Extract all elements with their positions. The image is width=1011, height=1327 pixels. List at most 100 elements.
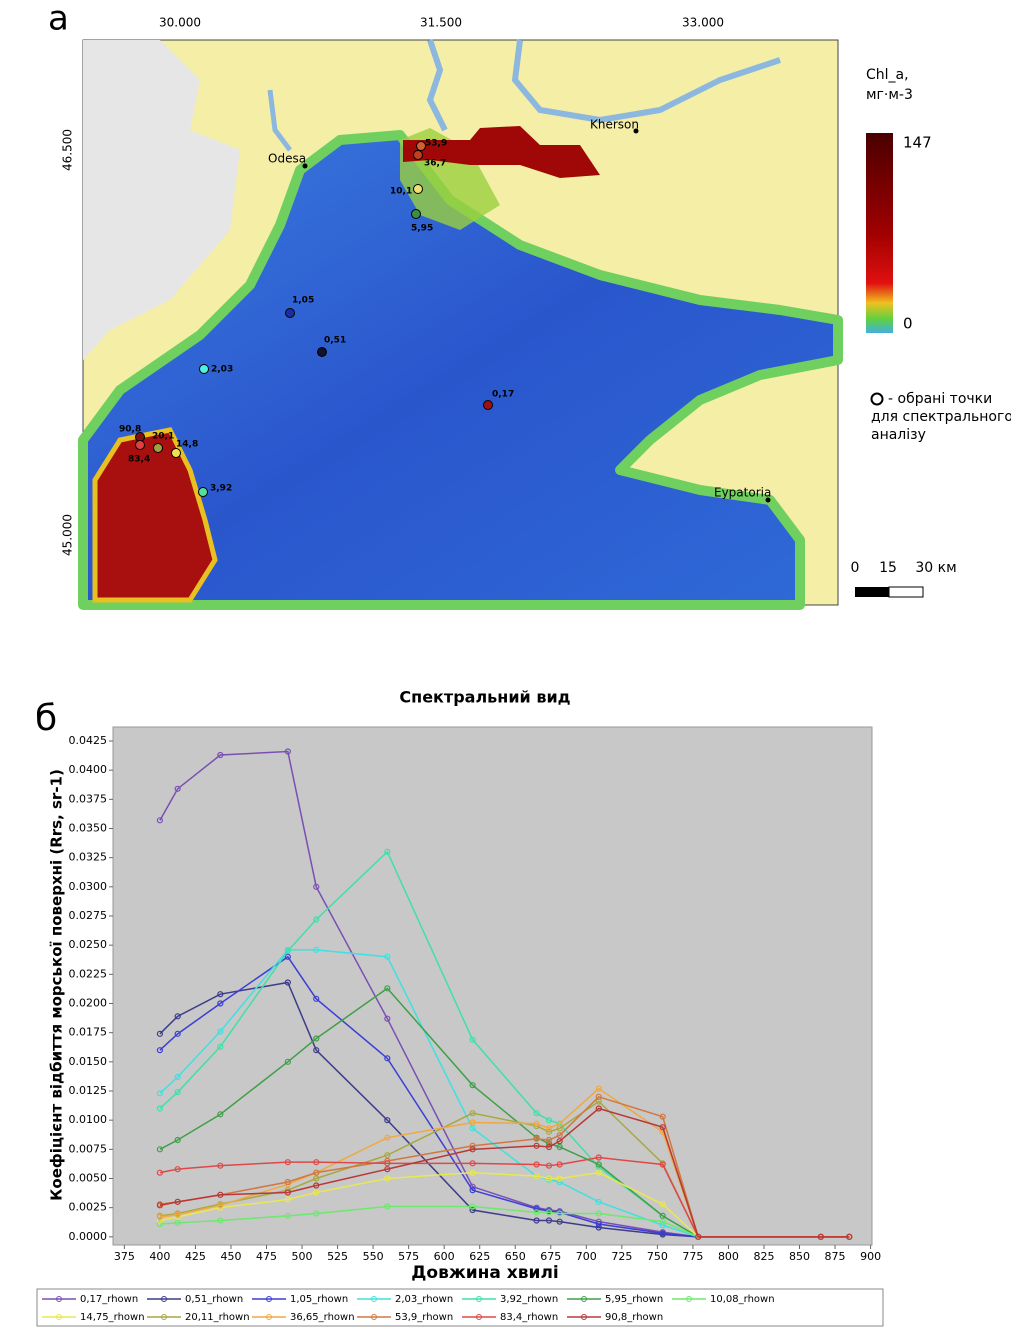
legend-label: 20,11_rhown	[185, 1312, 250, 1323]
data-point	[313, 1035, 320, 1042]
legend	[36, 1288, 884, 1327]
data-point	[156, 1030, 164, 1037]
data-point	[595, 1093, 602, 1100]
x-tick-label: 575	[398, 1250, 419, 1263]
x-tick-label: 800	[718, 1250, 739, 1263]
data-point	[284, 1058, 291, 1065]
data-point	[659, 1161, 666, 1168]
x-tick-label: 450	[220, 1250, 241, 1263]
data-point	[659, 1113, 666, 1120]
data-point	[533, 1217, 540, 1224]
legend-marker	[161, 1296, 167, 1302]
chart-title: Спектральний вид	[399, 688, 570, 707]
y-axis-label: Коефіцієнт відбиття морської поверхні (R…	[48, 769, 66, 1201]
data-point	[284, 1212, 291, 1219]
data-point	[313, 916, 320, 923]
y-tick-label: 0.0175	[69, 1026, 108, 1039]
high-chl-east	[403, 126, 600, 178]
lat-tick: 45.000	[61, 514, 75, 556]
river	[426, 39, 448, 132]
data-point	[545, 1175, 553, 1182]
x-tick-label: 825	[753, 1250, 774, 1263]
y-tick-label: 0.0100	[69, 1113, 108, 1126]
y-tick-label: 0.0125	[69, 1084, 108, 1097]
data-point	[217, 1000, 224, 1007]
legend-marker	[476, 1296, 482, 1302]
data-point	[469, 1169, 476, 1176]
plot: 0.0000 0.0025 0.0050 0.0075 0.0100 0.0125 0.01…	[42, 734, 881, 1323]
data-point	[545, 1117, 553, 1124]
data-point	[174, 785, 181, 792]
place-label: Odesa	[268, 152, 306, 166]
scale-label: 15	[879, 560, 897, 576]
y-tick-label: 0.0375	[69, 792, 108, 805]
data-point	[556, 1210, 563, 1217]
x-tick-label: 650	[505, 1250, 526, 1263]
data-point	[659, 1201, 666, 1208]
legend-label: 10,08_rhown	[710, 1294, 775, 1305]
river	[511, 39, 781, 124]
data-point	[174, 1073, 181, 1081]
sample-point	[198, 487, 208, 497]
sample-point	[171, 448, 181, 458]
legend-label: 3,92_rhown	[500, 1294, 558, 1305]
scale-label: 30 км	[915, 560, 956, 576]
data-point	[384, 848, 391, 855]
y-tick-label: 0.0400	[69, 763, 108, 776]
points-note: аналізу	[871, 427, 926, 443]
x-tick-label: 900	[860, 1250, 881, 1263]
data-point	[533, 1135, 540, 1142]
sample-point	[413, 184, 423, 194]
y-tick-label: 0.0200	[69, 997, 108, 1010]
x-tick-label: 875	[825, 1250, 846, 1263]
data-point	[595, 1085, 602, 1092]
data-point	[533, 1142, 540, 1149]
data-point	[556, 1178, 563, 1186]
data-point	[284, 1159, 291, 1166]
data-point	[469, 1119, 476, 1126]
data-point	[595, 1210, 602, 1217]
data-point	[174, 1219, 181, 1226]
data-point	[817, 1233, 824, 1240]
sample-point	[199, 364, 209, 374]
data-point	[533, 1110, 540, 1117]
legend-marker	[581, 1314, 587, 1320]
legend-unit: мг·м-3	[866, 87, 913, 103]
data-point	[156, 1202, 164, 1209]
data-point	[313, 946, 320, 953]
data-point	[156, 1220, 164, 1228]
x-tick-label: 625	[469, 1250, 490, 1263]
point-label: 90,8	[119, 425, 141, 435]
data-point	[217, 751, 224, 759]
data-point	[174, 1089, 181, 1096]
data-point	[156, 817, 164, 824]
data-point	[156, 1047, 164, 1054]
data-point	[469, 1082, 476, 1089]
data-point	[217, 1043, 224, 1050]
data-point	[156, 1213, 164, 1221]
sample-point	[153, 443, 163, 453]
data-point	[313, 995, 320, 1002]
map-points: 1,05 0,51 2,03 0,17 10,1 5,95 36,7 53,9 90,8 20,1…	[119, 139, 514, 497]
legend-marker	[686, 1296, 692, 1302]
legend-label: 83,4_rhown	[500, 1312, 558, 1323]
x-tick-label: 525	[327, 1250, 348, 1263]
data-point	[545, 1128, 553, 1135]
place-label: Kherson	[590, 118, 639, 132]
city-marker	[633, 128, 639, 134]
data-point	[384, 1166, 391, 1173]
data-point	[384, 1152, 391, 1159]
map: Odesa Kherson Eypatoria 1,05 0,51 2,03 0,17…	[78, 39, 843, 610]
data-point	[595, 1224, 602, 1231]
panel-label: б	[35, 698, 57, 739]
data-point	[595, 1220, 602, 1228]
data-point	[174, 1013, 181, 1020]
data-point	[217, 1111, 224, 1118]
data-point	[156, 1090, 164, 1097]
colorbar-max: 147	[903, 134, 932, 152]
data-point	[469, 1125, 476, 1132]
y-tick-label: 0.0350	[69, 822, 108, 835]
data-point	[545, 1162, 553, 1169]
scale-bar	[855, 587, 889, 597]
note-symbol	[870, 392, 884, 406]
